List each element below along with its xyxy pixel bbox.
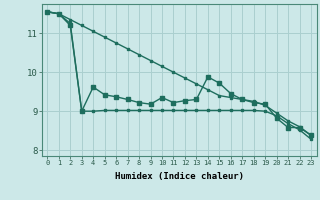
X-axis label: Humidex (Indice chaleur): Humidex (Indice chaleur) [115, 172, 244, 181]
